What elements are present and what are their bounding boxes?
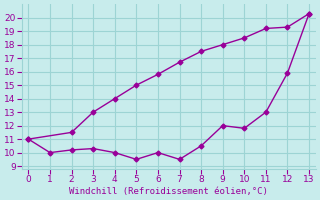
X-axis label: Windchill (Refroidissement éolien,°C): Windchill (Refroidissement éolien,°C) (69, 187, 268, 196)
